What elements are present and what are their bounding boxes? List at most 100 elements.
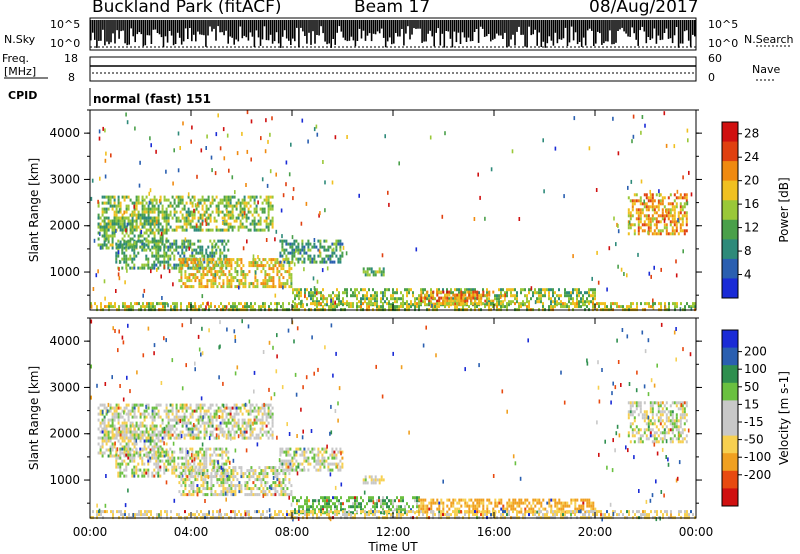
heatmap-cell bbox=[288, 267, 291, 271]
heatmap-cell bbox=[159, 447, 162, 451]
heatmap-cell bbox=[504, 297, 506, 302]
heatmap-cell bbox=[671, 214, 674, 218]
heatmap-cell bbox=[192, 490, 195, 494]
heatmap-cell bbox=[276, 267, 279, 271]
heatmap-cell bbox=[107, 246, 110, 250]
noise-bar bbox=[279, 20, 282, 48]
heatmap-cell bbox=[101, 207, 104, 211]
heatmap-cell bbox=[143, 439, 146, 443]
heatmap-cell bbox=[268, 264, 271, 268]
noise-bar bbox=[623, 20, 625, 32]
heatmap-cell bbox=[344, 302, 346, 306]
heatmap-cell bbox=[107, 436, 110, 440]
heatmap-cell bbox=[136, 302, 138, 306]
heatmap-cell bbox=[576, 300, 578, 304]
heatmap-cell bbox=[123, 210, 125, 215]
heatmap-cell bbox=[236, 264, 239, 268]
heatmap-cell bbox=[184, 481, 187, 485]
heatmap-cell bbox=[193, 195, 196, 199]
heatmap-cell bbox=[147, 433, 150, 437]
heatmap-cell bbox=[183, 254, 186, 258]
heatmap-cell bbox=[101, 421, 104, 425]
heatmap-cell bbox=[336, 297, 338, 301]
heatmap-cell bbox=[496, 297, 498, 301]
heatmap-cell bbox=[122, 302, 124, 306]
heatmap-cell bbox=[225, 207, 228, 211]
heatmap-cell bbox=[552, 288, 554, 292]
heatmap-cell bbox=[572, 288, 574, 292]
heatmap-cell bbox=[233, 430, 236, 434]
heatmap-cell bbox=[131, 237, 134, 241]
heatmap-cell bbox=[217, 447, 220, 451]
heatmap-cell bbox=[195, 248, 198, 252]
heatmap-cell bbox=[227, 216, 230, 220]
heatmap-cell bbox=[159, 198, 162, 202]
heatmap-cell bbox=[232, 469, 235, 473]
heatmap-cell bbox=[115, 465, 118, 469]
heatmap-cell bbox=[142, 305, 144, 309]
heatmap-cell bbox=[250, 466, 253, 470]
heatmap-cell bbox=[247, 424, 250, 428]
heatmap-cell bbox=[430, 302, 432, 306]
heatmap-cell bbox=[562, 305, 564, 309]
heatmap-cell bbox=[205, 248, 208, 252]
heatmap-cell bbox=[169, 430, 172, 434]
heatmap-cell bbox=[307, 257, 310, 261]
heatmap-cell bbox=[131, 448, 134, 452]
heatmap-cell bbox=[121, 216, 124, 220]
heatmap-cell bbox=[520, 302, 522, 306]
heatmap-cell bbox=[181, 195, 184, 199]
heatmap-cell bbox=[131, 433, 134, 437]
heatmap-cell bbox=[676, 302, 678, 306]
heatmap-cell bbox=[426, 297, 428, 301]
heatmap-cell bbox=[127, 263, 130, 267]
heatmap-cell bbox=[307, 254, 310, 258]
heatmap-cell bbox=[103, 216, 106, 220]
heatmap-cell bbox=[163, 243, 166, 247]
heatmap-cell bbox=[197, 421, 200, 425]
heatmap-cell bbox=[474, 297, 476, 301]
heatmap-cell bbox=[198, 282, 201, 286]
heatmap-cell bbox=[190, 285, 193, 289]
heatmap-cell bbox=[207, 207, 210, 211]
heatmap-cell bbox=[147, 228, 150, 232]
heatmap-cell bbox=[147, 403, 150, 407]
heatmap-cell bbox=[331, 180, 334, 185]
heatmap-cell bbox=[165, 210, 168, 214]
heatmap-cell bbox=[193, 198, 196, 202]
heatmap-cell bbox=[454, 302, 457, 306]
heatmap-cell bbox=[259, 418, 262, 422]
heatmap-cell bbox=[164, 305, 166, 309]
heatmap-cell bbox=[416, 305, 418, 309]
heatmap-cell bbox=[657, 232, 660, 236]
heatmap-cell bbox=[426, 303, 428, 307]
heatmap-cell bbox=[211, 415, 214, 419]
noise-bar bbox=[401, 20, 403, 29]
heatmap-cell bbox=[155, 433, 158, 437]
heatmap-cell bbox=[573, 116, 576, 121]
heatmap-cell bbox=[272, 270, 275, 274]
heatmap-cell bbox=[267, 210, 270, 214]
heatmap-cell bbox=[147, 445, 150, 449]
heatmap-cell bbox=[125, 112, 127, 117]
heatmap-cell bbox=[181, 228, 184, 232]
heatmap-cell bbox=[159, 465, 162, 469]
heatmap-cell bbox=[169, 245, 172, 249]
heatmap-cell bbox=[209, 412, 212, 416]
heatmap-cell bbox=[226, 285, 229, 289]
heatmap-cell bbox=[161, 231, 164, 235]
heatmap-cell bbox=[107, 234, 110, 238]
heatmap-cell bbox=[222, 478, 225, 482]
heatmap-cell bbox=[295, 245, 298, 249]
heatmap-cell bbox=[518, 217, 521, 221]
heatmap-cell bbox=[215, 415, 218, 419]
heatmap-cell bbox=[372, 302, 374, 306]
heatmap-cell bbox=[486, 293, 489, 297]
heatmap-cell bbox=[310, 302, 312, 306]
heatmap-cell bbox=[103, 225, 106, 229]
heatmap-cell bbox=[185, 403, 188, 407]
heatmap-cell bbox=[236, 270, 239, 274]
heatmap-cell bbox=[180, 267, 183, 271]
heatmap-cell bbox=[147, 453, 150, 457]
